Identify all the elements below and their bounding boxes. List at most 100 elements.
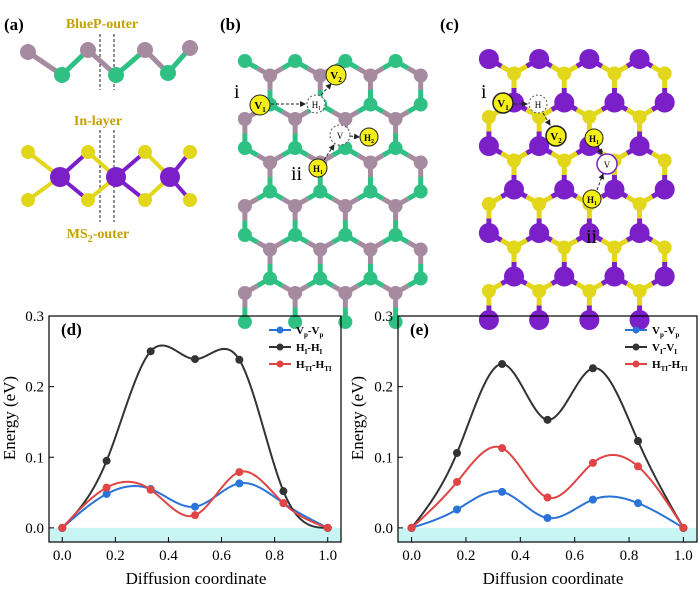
panel-b: (b) V1 V2 HI V H2 H1 i ii [220,15,428,329]
h2-site [582,189,602,209]
atom [388,315,403,329]
legend-marker [632,360,640,368]
y-tick-label: 0.3 [374,309,393,325]
x-tick-label: 1.0 [318,548,337,564]
ms2-outer-label: MS2-outer [67,227,130,245]
x-tick-label: 1.0 [674,548,693,564]
atom [478,223,499,243]
chart-d-ylabel: Energy (eV) [0,376,19,460]
vacancy-site [596,153,618,175]
atom [363,271,378,286]
atom [654,179,675,200]
y-tick-label: 0.1 [25,450,44,466]
x-tick-label: 0.0 [402,548,421,564]
atom [413,271,428,286]
atom [629,136,650,156]
x-tick-label: 0.2 [106,548,125,564]
atom [529,310,550,330]
atom [478,136,499,156]
atom [657,240,672,255]
p-atom [80,42,96,58]
atom [557,240,572,255]
atom [263,155,277,170]
atom [237,228,252,242]
atom [388,286,403,300]
atom [413,155,428,170]
atom [607,66,622,81]
atom [313,184,328,199]
b-atom [160,65,176,81]
data-point [452,505,461,514]
atom [507,153,521,168]
y-tick-label: 0.1 [374,450,393,466]
site-ii-label: ii [291,163,303,185]
atom [263,184,277,199]
atom [288,315,303,329]
b-atom [108,67,124,83]
legend-entry: VI-VI [652,342,677,356]
bluep-atoms [20,40,198,83]
atom [554,266,575,287]
vacancy-site [329,124,351,146]
atom [363,68,378,83]
chart-d-xlabel: Diffusion coordinate [126,569,267,588]
markers-c: V1 V2 H V H1 H1 i ii [481,81,618,248]
legend-entry: Vp-Vp [296,325,323,339]
atom [313,271,328,286]
atom [237,141,252,155]
data-point [235,355,244,364]
atom [604,92,625,113]
atom [413,97,428,112]
atom [629,223,650,243]
data-point [634,437,643,446]
atom [338,112,353,126]
data-point [452,477,461,486]
atom [629,310,650,330]
atom [579,310,600,330]
atom [263,242,277,257]
p-atom [20,44,36,60]
atom [413,68,428,83]
panel-c-label: (c) [440,15,459,34]
atom [338,199,353,213]
x-tick-label: 0.6 [212,548,231,564]
atom [288,286,303,300]
data-point [191,355,199,364]
legend-entry: HTI-HTI [296,359,332,373]
atom [632,197,647,211]
data-point [191,511,199,520]
x-tick-label: 0.4 [511,548,530,564]
y-tick-label: 0.0 [374,521,393,537]
svg-text:HI: HI [312,100,321,112]
data-point [102,483,111,492]
data-point [498,360,507,369]
data-point [588,458,597,467]
svg-text:H2: H2 [364,133,374,145]
panel-a: (a) BlueP-outer In-layer MS2-outer [4,15,198,245]
path-arrow [323,144,335,161]
atom [478,49,499,69]
path-arrow [596,146,603,155]
atom [363,155,378,170]
atom [532,284,547,298]
legend-marker [276,326,284,334]
x-tick-label: 0.2 [457,548,476,564]
atom [507,240,521,255]
markers-b: V1 V2 HI V H2 H1 i ii [234,64,379,185]
atom [579,49,600,69]
atom [504,179,524,200]
atom [654,266,675,287]
chart-e-ylabel: Energy (eV) [348,376,367,460]
atom [388,228,403,242]
chart-d-panel-label: (d) [61,320,82,339]
svg-text:V: V [604,160,611,170]
atoms [478,49,675,330]
series-line-VI-VI [410,363,685,529]
site-i-label: i [481,81,487,103]
v1-site [492,92,514,114]
legend-entry: HI-HI [296,342,323,356]
in-layer-label: In-layer [74,114,122,129]
data-point [588,495,597,504]
p-atom [137,42,153,58]
atom [338,286,353,300]
